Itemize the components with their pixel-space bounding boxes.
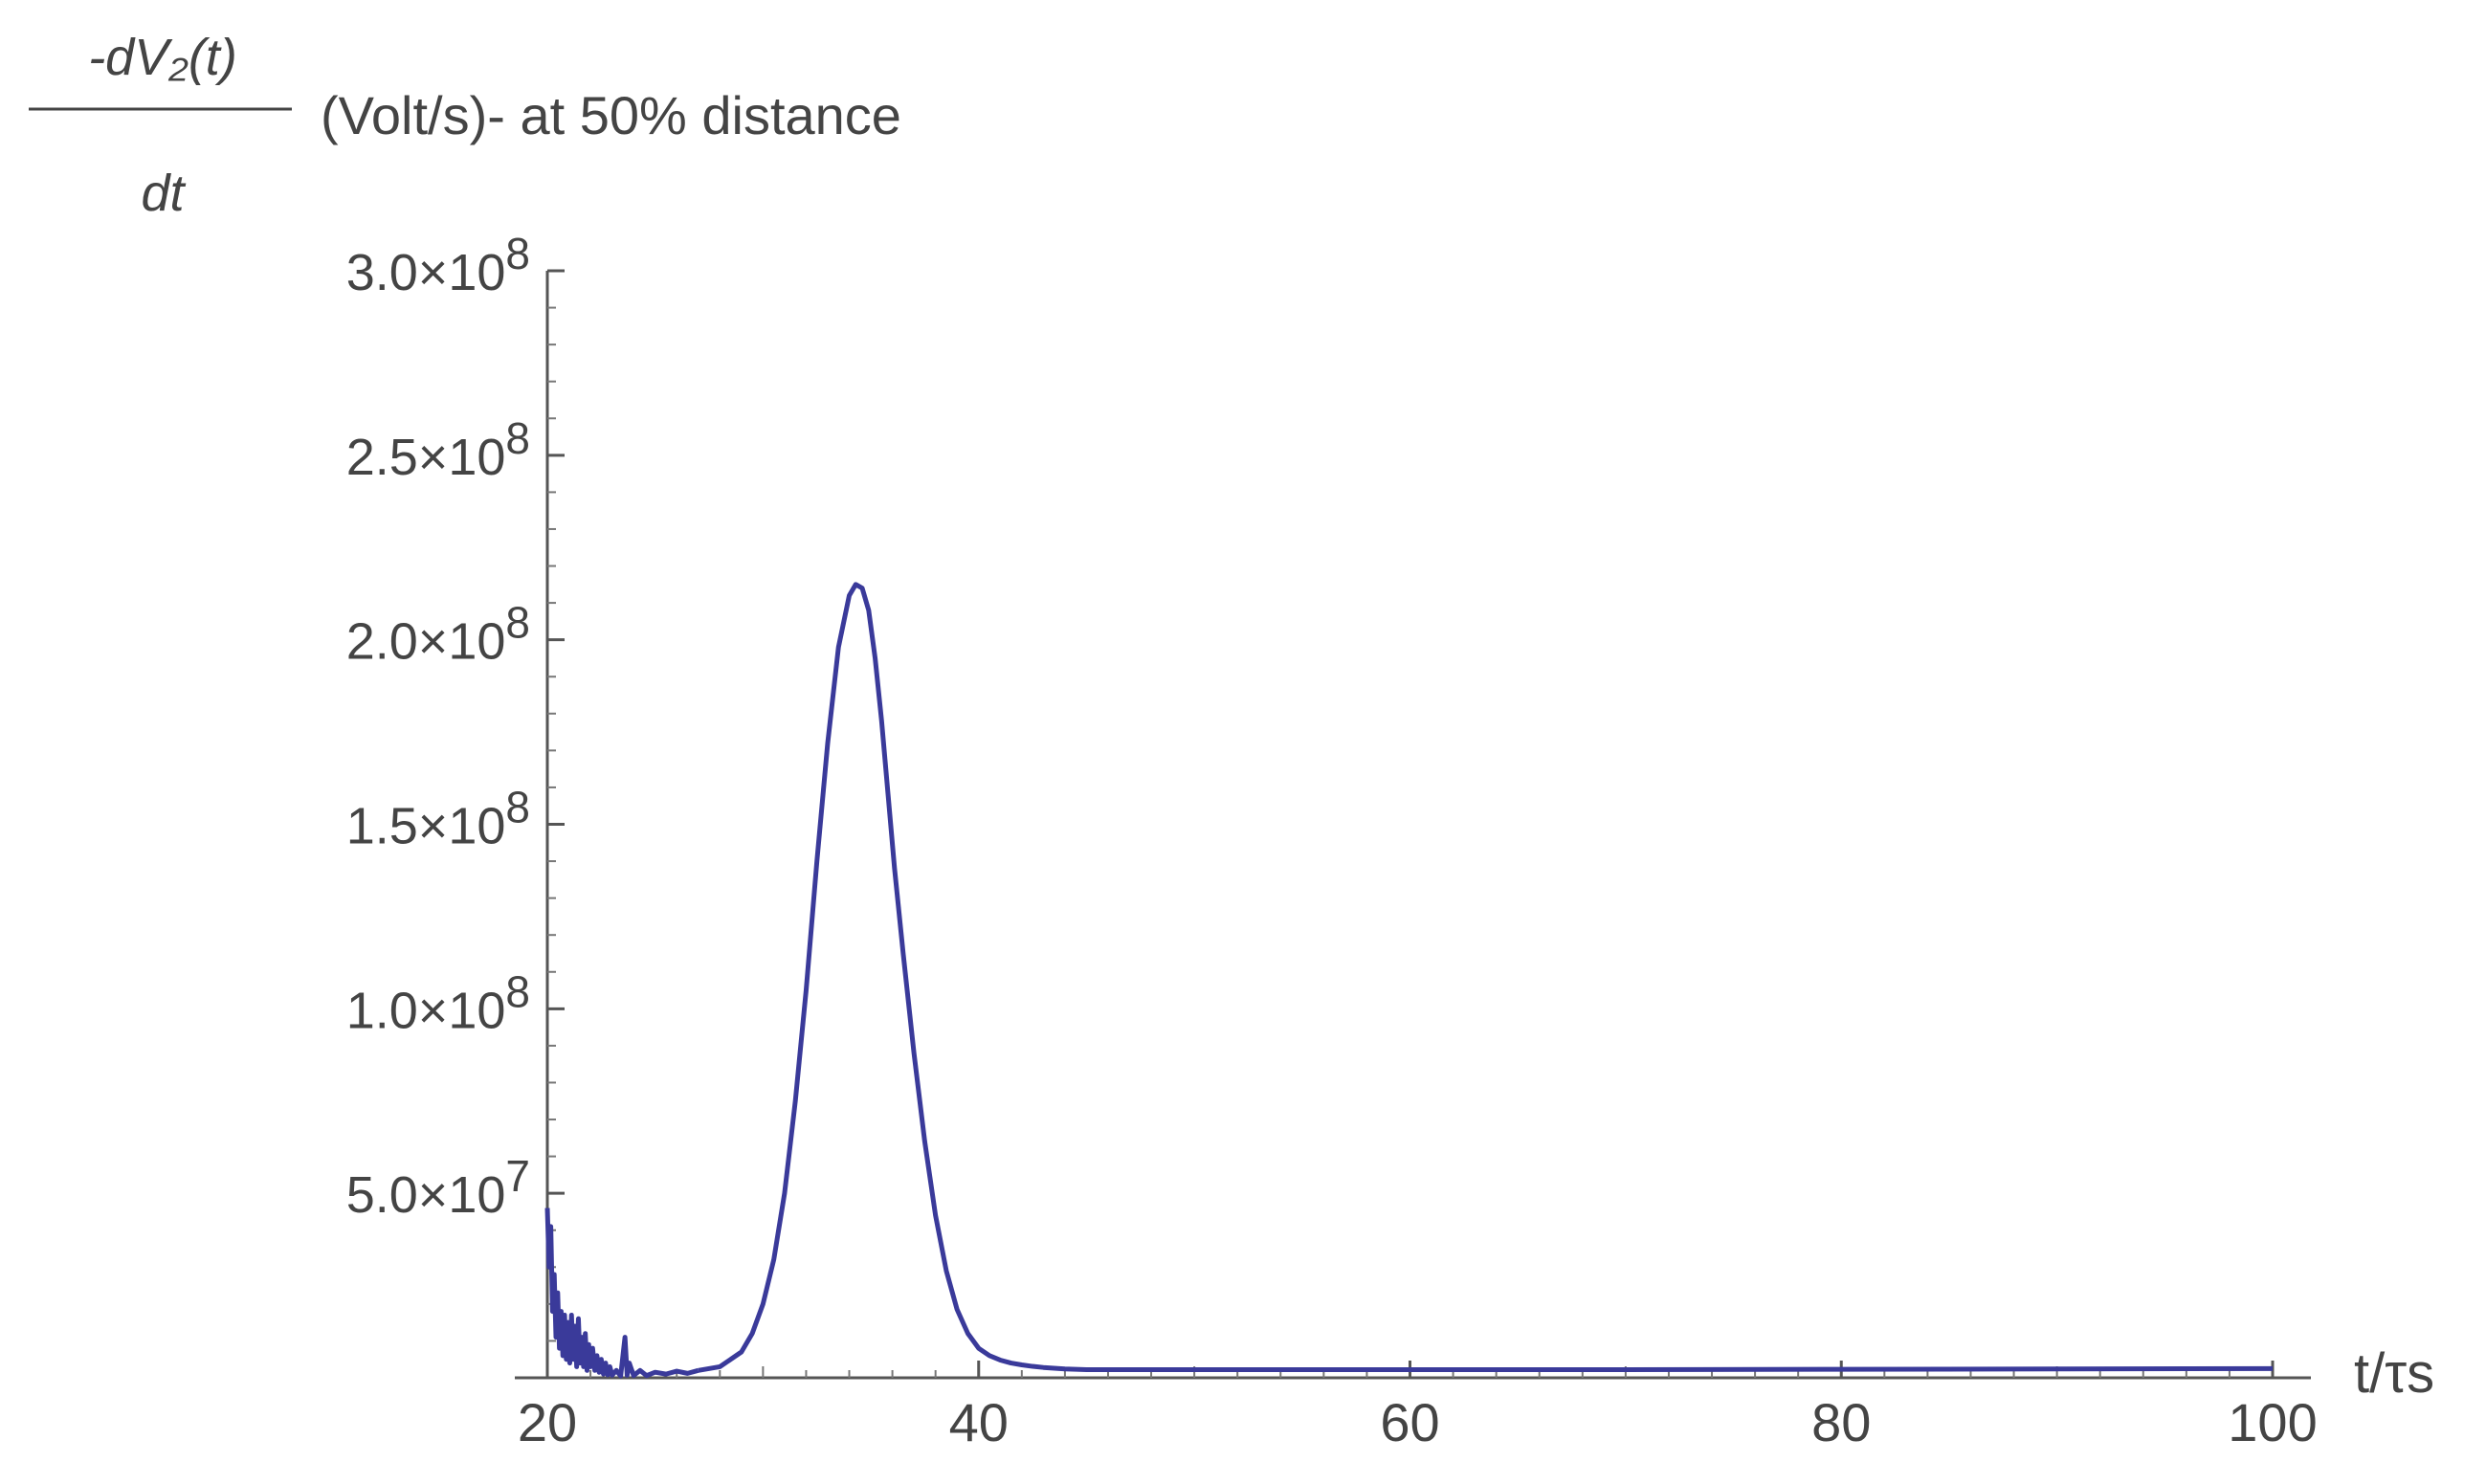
y-tick-exponent: 8 bbox=[505, 598, 530, 648]
y-axis-label-numerator: -dV₂(t) bbox=[88, 29, 237, 86]
series-group bbox=[544, 582, 2274, 1379]
y-tick-label: 1.0×108 bbox=[346, 966, 530, 1039]
y-ticks: 5.0×1071.0×1081.5×1082.0×1082.5×1083.0×1… bbox=[346, 229, 565, 1342]
y-tick-mantissa: 5.0×10 bbox=[346, 1166, 506, 1224]
y-tick-label: 3.0×108 bbox=[346, 229, 530, 301]
y-tick-exponent: 8 bbox=[505, 966, 530, 1016]
x-tick-label: 40 bbox=[949, 1392, 1009, 1452]
series-line-2 bbox=[544, 1207, 699, 1379]
y-tick-exponent: 8 bbox=[505, 229, 530, 278]
y-tick-mantissa: 2.0×10 bbox=[346, 613, 506, 671]
y-tick-exponent: 7 bbox=[505, 1151, 530, 1201]
y-tick-mantissa: 2.5×10 bbox=[346, 429, 506, 486]
y-tick-label: 5.0×107 bbox=[346, 1151, 530, 1224]
y-axis-label: -dV₂(t) dt (Volt/s)- at 50% distance bbox=[29, 29, 901, 222]
y-tick-mantissa: 3.0×10 bbox=[346, 244, 506, 301]
y-tick-label: 2.5×108 bbox=[346, 413, 530, 486]
x-axis-label: t/τs bbox=[2354, 1342, 2434, 1405]
y-tick-label: 2.0×108 bbox=[346, 598, 530, 671]
x-ticks: 20 40 60 80 100 bbox=[518, 1361, 2318, 1452]
y-tick-exponent: 8 bbox=[505, 783, 530, 832]
y-tick-label: 1.5×108 bbox=[346, 783, 530, 855]
y-tick-mantissa: 1.0×10 bbox=[346, 982, 506, 1039]
y-axis-label-denominator: dt bbox=[141, 165, 186, 222]
y-tick-mantissa: 1.5×10 bbox=[346, 798, 506, 855]
y-tick-exponent: 8 bbox=[505, 413, 530, 463]
x-tick-label: 100 bbox=[2228, 1392, 2317, 1452]
y-axis-label-suffix: (Volt/s)- at 50% distance bbox=[321, 85, 901, 145]
series-line-1 bbox=[698, 582, 2274, 1373]
x-tick-label: 60 bbox=[1380, 1392, 1439, 1452]
x-tick-label: 80 bbox=[1811, 1392, 1871, 1452]
x-tick-label: 20 bbox=[518, 1392, 577, 1452]
